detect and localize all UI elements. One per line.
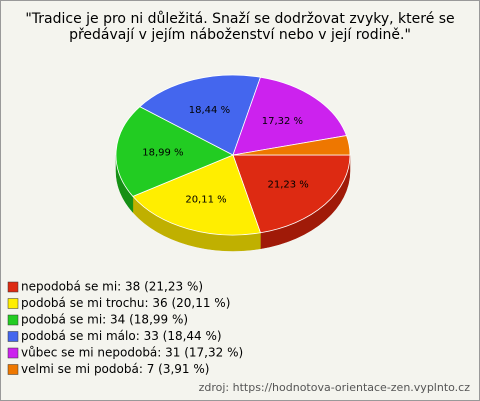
- data-label: 18,99 %: [142, 147, 183, 158]
- legend-swatch: [7, 364, 19, 375]
- source: zdroj: https://hodnotova-orientace-zen.v…: [199, 381, 471, 394]
- legend-swatch: [7, 298, 19, 309]
- data-label: 17,32 %: [262, 116, 303, 127]
- legend-swatch: [7, 314, 19, 326]
- slice: [232, 76, 348, 156]
- chart-title: předávají v jejím náboženství nebo v jej…: [69, 27, 411, 43]
- legend-label: velmi se mi podobá: 7 (3,91 %): [21, 362, 209, 376]
- data-label: 18,44 %: [189, 105, 230, 116]
- slice: [132, 154, 261, 236]
- slice: [232, 135, 351, 156]
- slice: [139, 74, 261, 156]
- legend-label: podobá se mi: 34 (18,99 %): [21, 313, 188, 327]
- slice: [232, 154, 351, 234]
- legend-label: podobá se mi málo: 33 (18,44 %): [21, 329, 222, 343]
- legend-label: podobá se mi trochu: 36 (20,11 %): [21, 296, 230, 310]
- legend-swatch: [7, 281, 19, 293]
- slice: [115, 106, 234, 197]
- legend-swatch: [7, 347, 19, 359]
- legend-swatch: [7, 331, 19, 342]
- chart-title: "Tradice je pro ni důležitá. Snaží se do…: [25, 11, 454, 27]
- legend-label: nepodobá se mi: 38 (21,23 %): [21, 280, 203, 294]
- legend-label: vůbec se mi nepodobá: 31 (17,32 %): [21, 346, 243, 360]
- data-label: 20,11 %: [185, 194, 226, 205]
- data-label: 21,23 %: [268, 180, 309, 191]
